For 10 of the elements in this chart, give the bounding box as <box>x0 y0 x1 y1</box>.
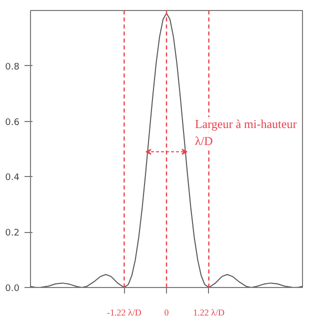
y-tick-label: 0.8 <box>5 62 20 72</box>
line-series <box>30 12 302 288</box>
annotation: Largeur à mi-hauteur λ/D <box>194 116 297 148</box>
y-tick-label: 0.6 <box>5 118 20 128</box>
x-tick-label: -1.22 λ/D <box>106 308 142 318</box>
x-tick-label: 0 <box>164 308 170 318</box>
y-tick-label: 0.0 <box>5 284 20 294</box>
y-tick-label: 0.4 <box>5 173 20 184</box>
x-tick-label: 1.22 λ/D <box>193 308 226 318</box>
y-tick-label: 0.2 <box>5 228 20 239</box>
